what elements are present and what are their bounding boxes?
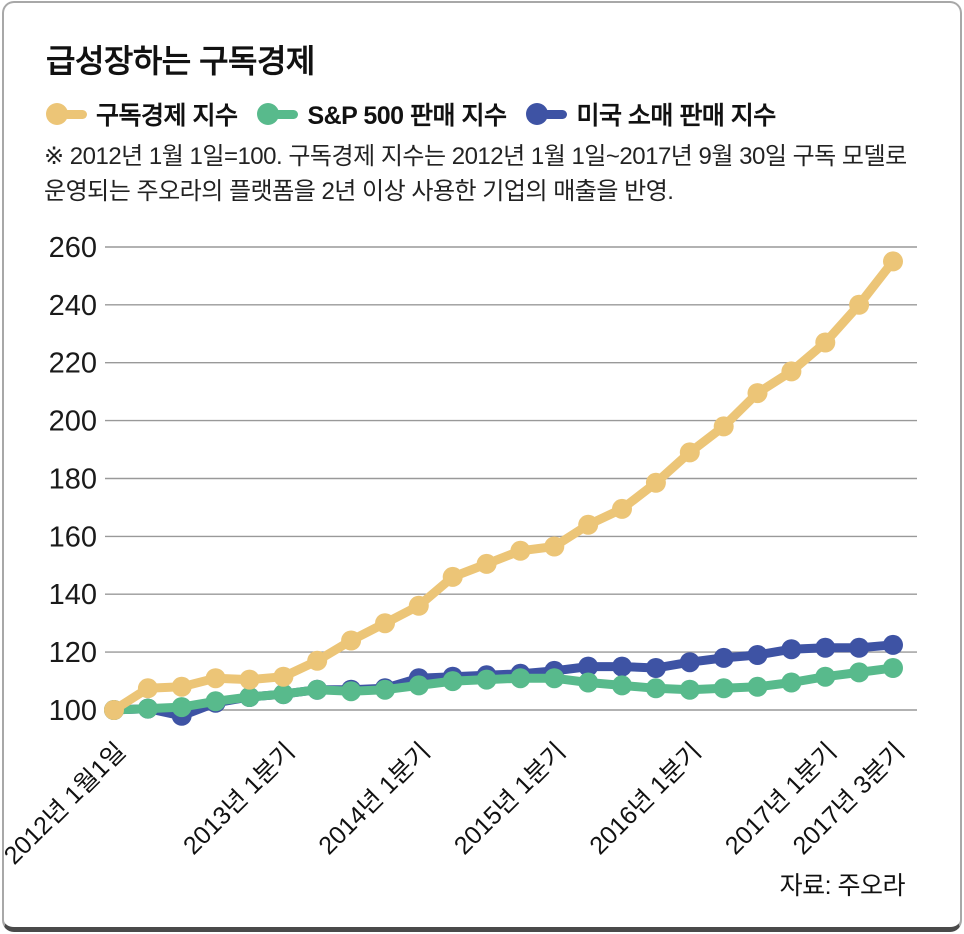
legend-item-1: S&P 500 판매 지수 <box>257 96 507 132</box>
data-point <box>442 671 463 692</box>
legend-item-2: 미국 소매 판매 지수 <box>526 96 776 132</box>
y-axis-label-240: 240 <box>49 290 97 322</box>
y-axis-label-180: 180 <box>49 464 97 496</box>
legend-dot-icon <box>46 103 68 125</box>
data-point <box>645 658 666 678</box>
footnote: ※ 2012년 1월 1일=100. 구독경제 지수는 2012년 1월 1일~… <box>44 143 907 205</box>
y-axis-label-220: 220 <box>49 348 97 380</box>
data-point <box>679 652 700 673</box>
source-label: 자료: 주오라 <box>779 872 906 900</box>
data-point <box>781 361 802 382</box>
y-axis-label-140: 140 <box>49 579 97 611</box>
data-point <box>612 656 632 677</box>
data-point <box>205 668 226 689</box>
data-point <box>849 662 870 683</box>
data-point <box>341 681 362 702</box>
data-point <box>612 498 632 519</box>
data-point <box>544 668 565 689</box>
legend-marker-icon <box>526 103 568 125</box>
data-point <box>578 672 599 693</box>
data-point <box>747 645 768 665</box>
legend-dot-icon <box>257 103 280 125</box>
legend: 구독경제 지수 S&P 500 판매 지수 미국 소매 판매 지수 <box>46 96 796 132</box>
data-point <box>781 672 802 693</box>
data-point <box>239 669 260 690</box>
data-point <box>578 656 599 677</box>
data-point <box>239 687 260 707</box>
data-point <box>476 669 497 690</box>
series-0 <box>104 251 903 720</box>
legend-bar-icon <box>63 109 87 119</box>
data-point <box>781 639 802 660</box>
data-point <box>307 650 328 671</box>
data-point <box>442 566 463 587</box>
data-point <box>341 630 362 651</box>
data-point <box>307 679 328 700</box>
y-axis-label-100: 100 <box>49 695 97 727</box>
data-point <box>408 675 429 696</box>
legend-item-0: 구독경제 지수 <box>46 96 238 132</box>
data-point <box>679 679 700 700</box>
data-point <box>171 697 192 718</box>
legend-label: 구독경제 지수 <box>96 102 238 130</box>
data-point <box>476 553 497 574</box>
data-point <box>815 666 836 687</box>
data-point <box>375 613 395 634</box>
series-1 <box>104 658 903 720</box>
y-axis-label-260: 260 <box>49 232 97 264</box>
data-point <box>883 251 903 272</box>
data-point <box>645 678 666 699</box>
y-axis-label-120: 120 <box>49 637 97 669</box>
data-point <box>883 634 903 655</box>
data-point <box>849 637 870 658</box>
data-point <box>713 647 734 668</box>
data-point <box>578 514 599 535</box>
data-point <box>679 442 700 463</box>
series-line-0 <box>109 256 898 715</box>
data-point <box>273 684 294 705</box>
data-point <box>645 472 666 493</box>
y-axis-label-200: 200 <box>49 406 97 438</box>
x-axis-label-3: 2015년 1분기 <box>449 737 572 860</box>
x-axis-label-4: 2016년 1분기 <box>584 737 707 860</box>
data-point <box>815 332 836 353</box>
data-point <box>713 416 734 437</box>
legend-dot-icon <box>526 103 549 125</box>
y-axis-label-160: 160 <box>49 521 97 553</box>
legend-marker-icon <box>257 103 299 125</box>
data-point <box>747 383 768 404</box>
legend-label: 미국 소매 판매 지수 <box>576 102 776 130</box>
data-point <box>849 294 870 315</box>
data-point <box>171 676 192 697</box>
x-axis-label-0: 2012년 1월1일 <box>0 737 131 869</box>
data-point <box>104 700 124 720</box>
data-point <box>883 658 903 678</box>
data-point <box>612 675 632 696</box>
legend-bar-icon <box>543 109 568 119</box>
data-point <box>375 679 395 700</box>
data-point <box>205 691 226 712</box>
data-point <box>408 595 429 616</box>
chart-title: 급성장하는 구독경제 <box>46 43 315 79</box>
data-point <box>510 668 531 689</box>
data-point <box>510 540 531 561</box>
data-point <box>747 676 768 697</box>
legend-bar-icon <box>274 109 299 119</box>
data-point <box>137 678 158 699</box>
data-point <box>815 637 836 658</box>
data-point <box>273 666 294 687</box>
x-axis-label-2: 2014년 1분기 <box>313 737 436 860</box>
legend-marker-icon <box>46 103 87 125</box>
x-axis-label-1: 2013년 1분기 <box>178 737 301 860</box>
data-point <box>137 698 158 719</box>
legend-label: S&P 500 판매 지수 <box>307 102 507 130</box>
data-point <box>544 536 565 557</box>
data-point <box>713 678 734 699</box>
